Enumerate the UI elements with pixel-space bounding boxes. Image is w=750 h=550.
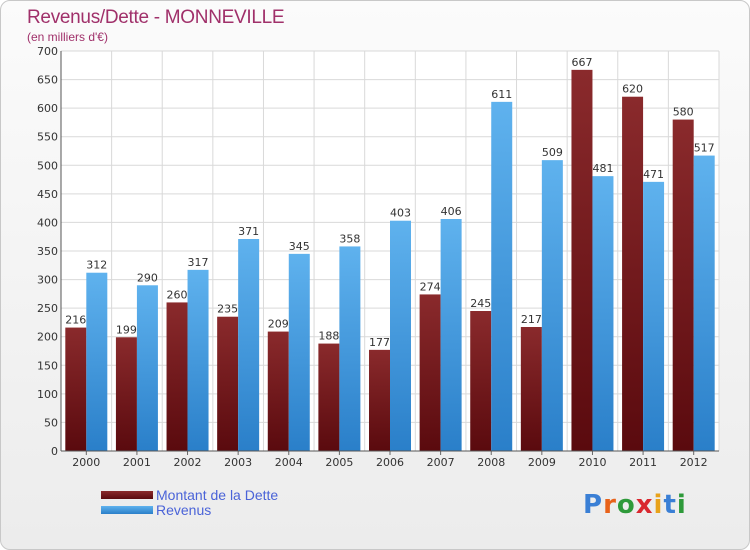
y-tick-label: 100: [37, 388, 58, 401]
data-label: 620: [622, 83, 643, 96]
y-tick-label: 150: [37, 359, 58, 372]
bar-revenue: [541, 160, 563, 451]
y-tick-label: 0: [51, 445, 58, 458]
bar-revenue: [288, 253, 310, 451]
data-label: 209: [268, 318, 289, 331]
y-tick-label: 50: [44, 416, 58, 429]
data-label: 290: [137, 271, 158, 284]
data-label: 245: [470, 297, 491, 310]
x-tick-label: 2006: [376, 456, 404, 469]
data-label: 517: [694, 142, 715, 155]
y-tick-label: 450: [37, 188, 58, 201]
data-label: 177: [369, 336, 390, 349]
x-tick-label: 2011: [629, 456, 657, 469]
bar-revenue: [491, 101, 513, 451]
data-label: 345: [289, 240, 310, 253]
bar-debt: [419, 294, 441, 451]
value-labels: 216 312 199 290 260 317 235 371 209 345 188 358 177 4…: [65, 56, 714, 349]
bar-debt: [115, 337, 137, 451]
bar-debt: [672, 119, 694, 452]
data-label: 481: [592, 162, 613, 175]
data-label: 471: [643, 168, 664, 181]
data-label: 312: [86, 259, 107, 272]
y-tick-label: 600: [37, 102, 58, 115]
chart-subtitle: (en milliers d'€): [27, 30, 108, 44]
y-tick-label: 500: [37, 159, 58, 172]
bar-revenue: [440, 219, 462, 451]
x-tick-label: 2005: [325, 456, 353, 469]
bar-debt: [571, 69, 593, 451]
chart-title: Revenus/Dette - MONNEVILLE: [27, 7, 285, 28]
bar-revenue: [136, 285, 158, 451]
legend-label-debt: Montant de la Dette: [156, 487, 279, 503]
x-tick-label: 2012: [680, 456, 708, 469]
bar-revenue: [238, 239, 260, 451]
data-label: 406: [441, 205, 462, 218]
legend-swatch-revenue: [101, 506, 153, 514]
bar-revenue: [339, 246, 361, 451]
y-tick-label: 700: [37, 45, 58, 58]
bar-debt: [166, 302, 188, 451]
y-tick-label: 350: [37, 245, 58, 258]
data-label: 317: [188, 256, 209, 269]
bar-debt: [622, 96, 644, 451]
data-label: 188: [318, 330, 339, 343]
bars: [65, 69, 715, 452]
x-tick-label: 2000: [72, 456, 100, 469]
x-tick-label: 2008: [477, 456, 505, 469]
y-tick-label: 400: [37, 216, 58, 229]
x-tick-label: 2001: [123, 456, 151, 469]
legend-swatch-debt: [101, 491, 153, 499]
bar-revenue: [187, 269, 209, 451]
data-label: 217: [521, 313, 542, 326]
data-label: 274: [420, 280, 441, 293]
x-tick-label: 2010: [578, 456, 606, 469]
x-tick-label: 2004: [275, 456, 303, 469]
data-label: 667: [571, 56, 592, 69]
bar-revenue: [86, 272, 108, 451]
bar-debt: [65, 327, 87, 451]
y-tick-label: 300: [37, 274, 58, 287]
data-label: 260: [167, 288, 188, 301]
data-label: 403: [390, 207, 411, 220]
bar-debt: [267, 331, 289, 451]
bar-revenue: [390, 220, 411, 451]
bar-revenue: [592, 176, 614, 451]
y-tick-label: 200: [37, 331, 58, 344]
proxiti-logo: Proxiti: [583, 490, 687, 520]
y-tick-label: 550: [37, 131, 58, 144]
x-tick-label: 2009: [528, 456, 556, 469]
bar-revenue: [643, 181, 665, 451]
bar-debt: [520, 327, 542, 451]
data-label: 509: [542, 146, 563, 159]
bar-debt: [318, 343, 340, 451]
axes: 0 50 100 150 200 250 300 350 400 450 500 550 600 650 7…: [37, 45, 719, 469]
data-label: 611: [491, 88, 512, 101]
data-label: 371: [238, 225, 259, 238]
y-tick-label: 250: [37, 302, 58, 315]
bar-debt: [470, 311, 492, 451]
data-label: 580: [673, 106, 694, 119]
x-tick-label: 2007: [427, 456, 455, 469]
data-label: 358: [339, 232, 360, 245]
y-tick-label: 650: [37, 74, 58, 87]
x-tick-label: 2002: [174, 456, 202, 469]
bar-debt: [217, 316, 239, 451]
data-label: 235: [217, 303, 238, 316]
x-tick-label: 2003: [224, 456, 252, 469]
bar-revenue: [693, 155, 715, 452]
legend-label-revenue: Revenus: [156, 502, 212, 518]
data-label: 216: [65, 314, 86, 327]
data-label: 199: [116, 323, 137, 336]
bar-debt: [369, 349, 390, 451]
